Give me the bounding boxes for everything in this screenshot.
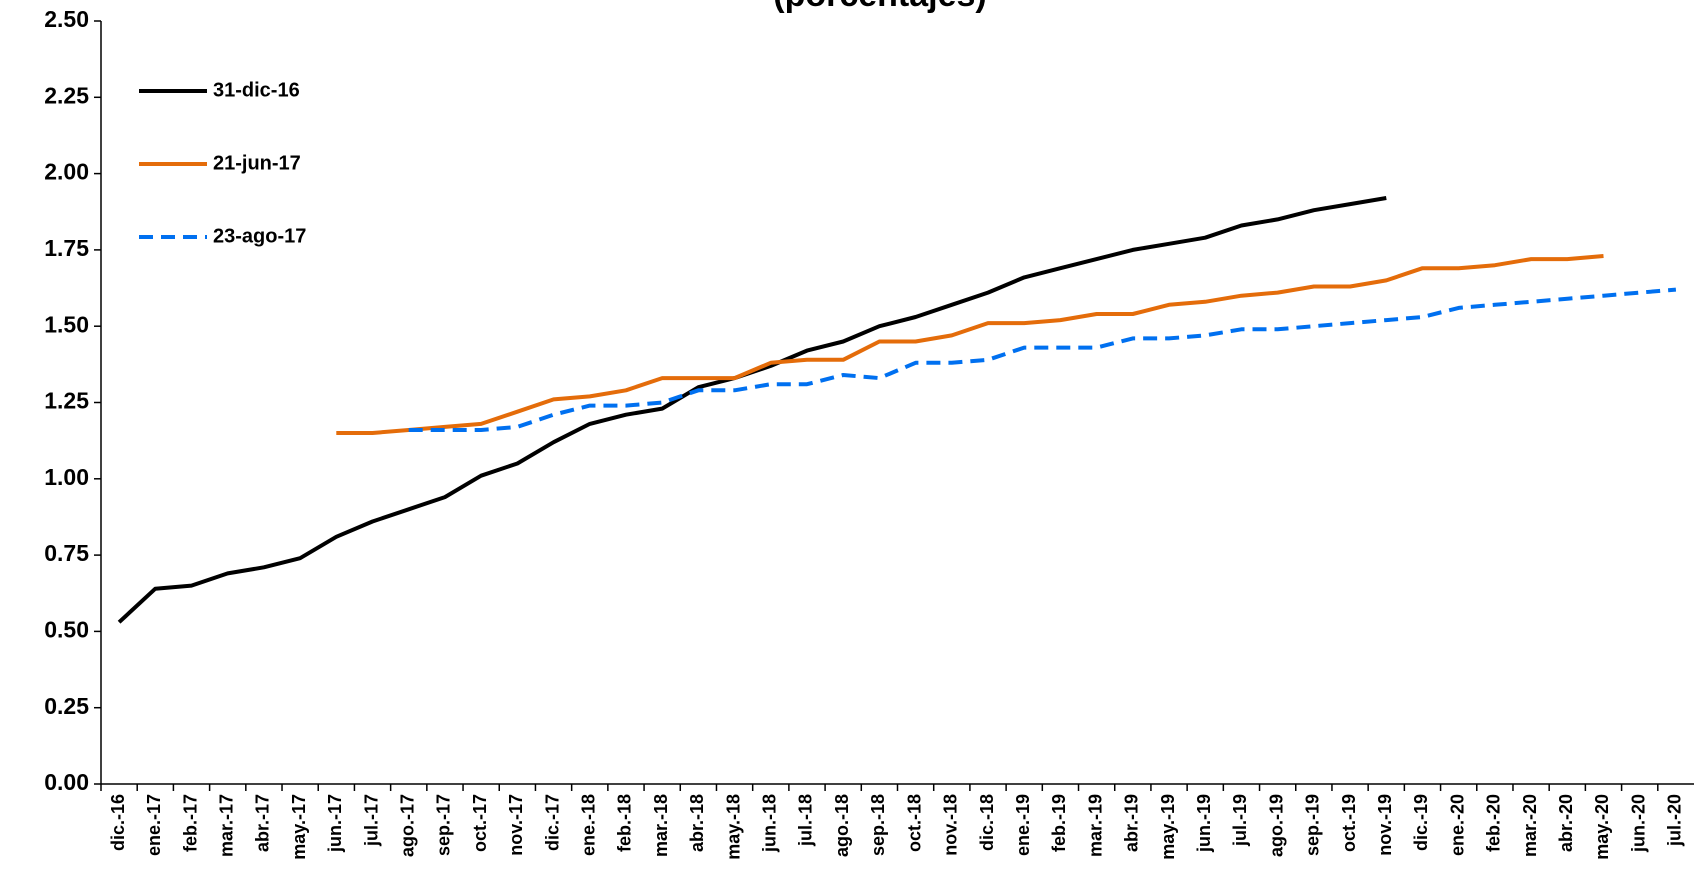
x-tick-label: jul.-18 — [796, 794, 816, 847]
x-tick-label: may.-19 — [1158, 794, 1178, 860]
x-tick-label: mar.-20 — [1520, 794, 1540, 857]
x-tick-label: feb.-17 — [180, 794, 200, 852]
y-tick-label: 1.00 — [44, 464, 89, 490]
legend-label: 21-jun-17 — [213, 152, 301, 174]
x-tick-label: may.-17 — [289, 794, 309, 860]
x-tick-label: feb.-20 — [1484, 794, 1504, 852]
y-tick-label: 0.50 — [44, 616, 89, 642]
x-tick-label: dic.-16 — [108, 794, 128, 851]
x-tick-label: oct.-17 — [470, 794, 490, 852]
chart-title: (porcentajes) — [773, 0, 987, 14]
y-tick-label: 0.75 — [44, 540, 89, 566]
x-tick-label: oct.-18 — [904, 794, 924, 852]
x-tick-label: sep.-17 — [434, 794, 454, 856]
x-tick-label: jun.-20 — [1628, 794, 1648, 853]
legend-label: 31-dic-16 — [213, 79, 300, 101]
x-tick-label: ene.-17 — [144, 794, 164, 856]
x-tick-label: oct.-19 — [1339, 794, 1359, 852]
x-tick-label: sep.-18 — [868, 794, 888, 856]
x-tick-label: may.-18 — [723, 794, 743, 860]
x-tick-label: feb.-19 — [1049, 794, 1069, 852]
y-tick-label: 2.25 — [44, 82, 89, 108]
y-tick-label: 0.00 — [44, 769, 89, 795]
x-tick-label: nov.-19 — [1375, 794, 1395, 856]
y-tick-label: 0.25 — [44, 693, 89, 719]
x-tick-label: ene.-18 — [579, 794, 599, 856]
x-tick-label: mar.-18 — [651, 794, 671, 857]
x-tick-label: jun.-18 — [760, 794, 780, 853]
y-tick-label: 2.50 — [44, 6, 89, 32]
series-line — [336, 254, 1604, 435]
y-tick-label: 1.75 — [44, 235, 89, 261]
x-tick-label: dic.-17 — [542, 794, 562, 851]
x-tick-label: mar.-19 — [1085, 794, 1105, 857]
x-tick-label: nov.-18 — [941, 794, 961, 856]
x-tick-label: ago.-18 — [832, 794, 852, 857]
x-tick-label: jun.-19 — [1194, 794, 1214, 853]
x-tick-label: abr.-18 — [687, 794, 707, 852]
x-tick-label: nov.-17 — [506, 794, 526, 856]
x-tick-label: jul.-19 — [1230, 794, 1250, 847]
x-tick-label: ene.-20 — [1447, 794, 1467, 856]
x-tick-label: ene.-19 — [1013, 794, 1033, 856]
y-tick-label: 1.25 — [44, 388, 89, 414]
x-tick-label: abr.-20 — [1556, 794, 1576, 852]
y-tick-label: 2.00 — [44, 159, 89, 185]
x-tick-label: abr.-17 — [253, 794, 273, 852]
legend-label: 23-ago-17 — [213, 225, 306, 247]
x-tick-label: jul.-17 — [361, 794, 381, 847]
x-tick-label: ago.-17 — [397, 794, 417, 857]
x-tick-label: sep.-19 — [1303, 794, 1323, 856]
x-tick-label: jul.-20 — [1665, 794, 1685, 847]
y-tick-label: 1.50 — [44, 311, 89, 337]
x-tick-label: may.-20 — [1592, 794, 1612, 860]
x-tick-label: feb.-18 — [615, 794, 635, 852]
x-tick-label: dic.-19 — [1411, 794, 1431, 851]
series-line — [408, 287, 1677, 432]
x-tick-label: mar.-17 — [216, 794, 236, 857]
x-tick-label: abr.-19 — [1122, 794, 1142, 852]
x-tick-label: ago.-19 — [1266, 794, 1286, 857]
series-line — [117, 196, 1387, 624]
x-tick-label: dic.-18 — [977, 794, 997, 851]
x-tick-label: jun.-17 — [325, 794, 345, 853]
